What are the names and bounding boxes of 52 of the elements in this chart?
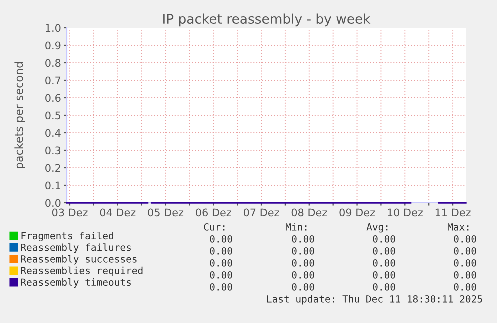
y-tick-label: 0.3 [46, 146, 61, 155]
text: Cur: [204, 223, 225, 231]
legend-label: Reassembly timeouts [21, 278, 131, 288]
y-tick-label: 0.9 [46, 42, 61, 50]
x-tick-label: 07 Dez [244, 208, 280, 217]
text: Avg: [366, 224, 388, 233]
text: Max: [448, 224, 469, 231]
chart-title: IP packet reassembly - by week [164, 14, 371, 27]
text: 0.00 [454, 259, 476, 267]
text: 0.00 [373, 283, 396, 291]
text: 0.00 [454, 235, 476, 243]
legend-label: Reassembly successes [21, 255, 137, 265]
text: 0.00 [292, 271, 314, 279]
text: 0.00 [373, 247, 396, 255]
y-tick-label: 0.6 [46, 94, 61, 102]
text: 0.00 [454, 247, 476, 255]
text: 0.00 [454, 283, 476, 291]
text: 0.00 [373, 235, 396, 243]
y-tick-label: 0.2 [46, 164, 60, 172]
y-tick-label: 0.5 [46, 112, 61, 120]
y-tick-label: 0.4 [46, 129, 61, 138]
y-tick-label: 0.0 [46, 199, 61, 208]
x-tick-label: 05 Dez [148, 208, 184, 217]
text: 0.00 [210, 283, 232, 291]
y-tick-label: 0.8 [46, 59, 61, 68]
text: 0.00 [373, 259, 396, 267]
y-tick-label: 0.7 [46, 76, 61, 85]
x-tick-label: 11 Dez [436, 208, 471, 217]
y-axis-title: packets per second [14, 62, 26, 169]
text: 0.00 [373, 271, 396, 279]
text: 0.00 [210, 271, 232, 279]
text: 0.00 [292, 283, 314, 291]
text: 0.00 [292, 235, 314, 243]
text: 0.00 [292, 259, 314, 267]
text: Last update: Thu Dec 11 18:30:11 2025 [267, 295, 482, 305]
x-tick-label: 08 Dez [292, 208, 328, 217]
legend-label: Reassembly failures [21, 244, 131, 254]
x-tick-label: 06 Dez [196, 208, 232, 217]
y-tick-label: 0.1 [46, 182, 60, 190]
legend-label: Fragments failed [22, 232, 114, 242]
x-tick-label: 10 Dez [388, 208, 423, 217]
text: 0.00 [454, 271, 476, 279]
text: Min: [286, 223, 307, 231]
text: 0.00 [210, 235, 232, 243]
x-tick-label: 03 Dez [52, 208, 88, 217]
y-tick-label: 1.0 [46, 24, 61, 32]
text: 0.00 [292, 247, 314, 255]
x-tick-label: 09 Dez [340, 208, 376, 217]
text: 0.00 [210, 247, 232, 255]
text: 0.00 [210, 259, 232, 267]
legend-label: Reassemblies required [21, 266, 143, 276]
x-tick-label: 04 Dez [100, 208, 136, 217]
